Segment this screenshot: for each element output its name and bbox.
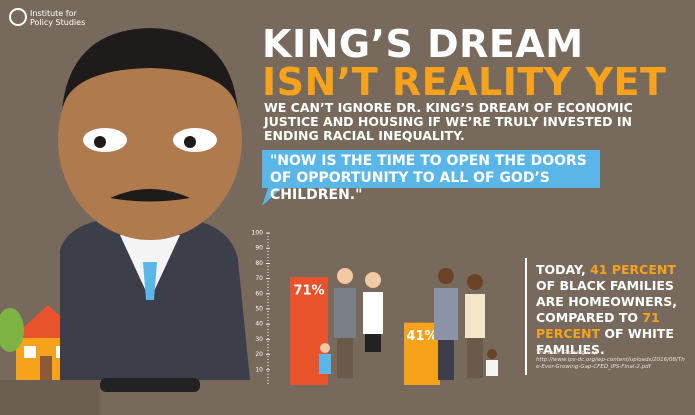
logo-icon: [9, 8, 27, 26]
callout-text: OF WHITE FAMILIES.: [536, 326, 674, 357]
family-illustrations: [319, 268, 498, 380]
callout-text: TODAY,: [536, 262, 591, 277]
y-tick-label: 20: [255, 351, 263, 358]
subtitle: WE CAN’T IGNORE DR. KING’S DREAM OF ECON…: [264, 100, 633, 143]
y-tick-label: 40: [255, 321, 263, 328]
source-title: The Ever Growing Gap: [536, 350, 598, 356]
title: ISN’T REALITY YET: [262, 60, 667, 104]
bar-value-label: 71%: [293, 284, 324, 299]
y-tick-label: 30: [255, 336, 263, 343]
y-tick-label: 10: [255, 366, 263, 373]
callout-highlight: 71 PERCENT: [536, 310, 660, 341]
logo-text: Institute for Policy Studies: [30, 9, 86, 27]
source-url: http://www.ips-dc.org/wp-content/uploads…: [536, 357, 685, 370]
callout-highlight: 41 PERCENT: [590, 262, 676, 277]
mlk-illustration: [58, 28, 250, 392]
callout: TODAY, 41 PERCENT OF BLACK FAMILIES ARE …: [536, 262, 686, 358]
y-tick-label: 50: [255, 306, 263, 313]
y-tick-label: 80: [255, 260, 263, 267]
y-tick-label: 90: [255, 245, 263, 252]
title: KING’S DREAM: [262, 22, 584, 66]
y-tick-label: 60: [255, 290, 263, 297]
bar-value-label: 41%: [406, 329, 437, 344]
quote: "NOW IS THE TIME TO OPEN THE DOORS OF OP…: [270, 153, 587, 203]
source: The Ever Growing Gap http://www.ips-dc.or…: [536, 350, 686, 371]
callout-text: OF BLACK FAMILIES ARE HOMEOWNERS, COMPAR…: [536, 278, 678, 325]
y-tick-label: 70: [255, 275, 263, 282]
y-tick-label: 100: [252, 230, 264, 237]
quote-box: [262, 150, 600, 206]
